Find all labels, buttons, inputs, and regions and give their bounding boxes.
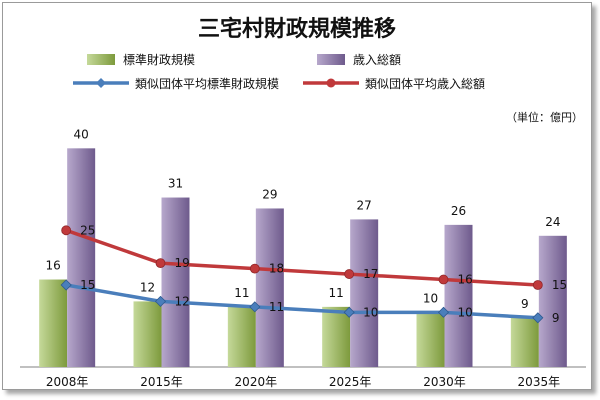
bar-revenue-0 [67, 148, 96, 367]
bar-revenue-2 [255, 208, 284, 367]
bar-label-revenue-3: 27 [357, 198, 372, 212]
line-label-avg-revenue-3: 17 [363, 267, 378, 281]
line-label-avg-revenue-1: 19 [175, 256, 190, 270]
x-tick-label-0: 2008年 [46, 375, 89, 389]
line-avg-revenue [65, 228, 538, 287]
bar-revenue-4 [444, 224, 473, 367]
bar-label-standard-4: 10 [423, 291, 438, 305]
line-marker-avg-revenue-0 [61, 225, 72, 236]
chart-title: 三宅村財政規模推移 [198, 16, 396, 42]
legend-marker-avg-revenue [326, 78, 336, 88]
bar-label-revenue-5: 24 [545, 215, 560, 229]
bar-label-standard-1: 12 [140, 280, 155, 294]
bar-label-revenue-1: 31 [168, 177, 183, 191]
x-tick-label-4: 2030年 [423, 375, 466, 389]
plot-area: 16 12 11 11 10 9 40 31 29 27 26 24 2008年 2015年 2020年 20… [20, 127, 586, 389]
line-marker-avg-revenue-1 [155, 258, 166, 269]
bar-standard-2 [227, 306, 256, 367]
bar-revenue-1 [161, 197, 190, 367]
legend-label-revenue: 歳入総額 [353, 53, 401, 67]
line-marker-avg-standard-0 [60, 279, 72, 291]
line-marker-avg-revenue-5 [532, 280, 543, 290]
line-marker-avg-standard-1 [154, 295, 167, 307]
bar-standard-0 [39, 279, 68, 367]
line-marker-avg-revenue-4 [438, 274, 449, 285]
x-tick-label-2: 2020年 [235, 375, 278, 389]
line-label-avg-revenue-0: 25 [80, 223, 95, 237]
line-marker-avg-standard-5 [532, 312, 544, 324]
line-marker-avg-standard-2 [249, 301, 261, 313]
bar-label-revenue-0: 40 [74, 127, 89, 141]
bar-label-revenue-2: 29 [262, 187, 277, 201]
bar-standard-1 [133, 301, 162, 367]
x-tick-label-1: 2015年 [140, 375, 183, 389]
bar-standard-3 [322, 306, 351, 367]
legend-label-standard: 標準財政規模 [123, 52, 195, 67]
bar-label-standard-0: 16 [46, 259, 61, 273]
line-label-avg-standard-5: 9 [552, 311, 560, 325]
line-label-avg-standard-2: 11 [269, 300, 284, 314]
line-label-avg-standard-0: 15 [80, 278, 95, 292]
bar-revenue-5 [538, 235, 567, 367]
line-label-avg-revenue-5: 15 [552, 278, 567, 292]
line-label-avg-standard-3: 10 [363, 305, 378, 319]
line-marker-avg-revenue-3 [344, 269, 355, 279]
line-label-avg-revenue-4: 16 [458, 273, 473, 287]
line-avg-standard [65, 283, 538, 320]
line-marker-avg-standard-3 [343, 306, 355, 318]
bar-label-revenue-4: 26 [451, 204, 466, 218]
legend-swatch-revenue [317, 54, 345, 65]
legend-label-avg-revenue: 類似団体平均歳入総額 [365, 77, 485, 91]
legend-label-avg-standard: 類似団体平均標準財政規模 [135, 76, 279, 91]
x-tick-label-5: 2035年 [518, 375, 561, 389]
x-tick-label-3: 2025年 [329, 375, 372, 389]
bar-label-standard-2: 11 [234, 286, 249, 300]
line-marker-avg-standard-4 [437, 306, 450, 318]
line-label-avg-standard-4: 10 [458, 305, 473, 319]
bar-standard-5 [510, 317, 539, 367]
bar-label-standard-3: 11 [329, 286, 344, 300]
bar-revenue-3 [350, 219, 379, 367]
bar-label-standard-5: 9 [521, 297, 529, 311]
line-label-avg-standard-1: 12 [175, 294, 190, 308]
legend-swatch-standard [87, 54, 115, 65]
line-marker-avg-revenue-2 [249, 263, 260, 274]
line-label-avg-revenue-2: 18 [269, 262, 284, 276]
chart-frame: 三宅村財政規模推移 標準財政規模 歳入総額類似団体平均標準財政規模 類似団体平均歳入… [2, 2, 592, 390]
bar-standard-4 [416, 312, 445, 367]
legend-marker-avg-standard [96, 78, 106, 88]
unit-note: （単位：億円） [506, 110, 583, 124]
